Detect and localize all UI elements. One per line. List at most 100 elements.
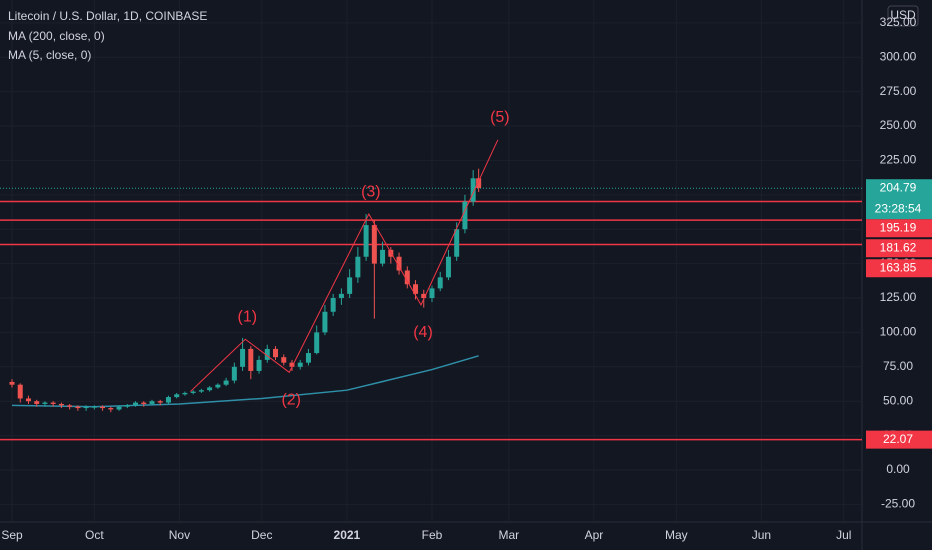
y-tick-label: 0.00 — [886, 462, 910, 476]
candle-body — [248, 348, 254, 371]
price-line-label-box — [866, 430, 932, 449]
x-tick-label: Jul — [836, 528, 851, 542]
candle-body — [437, 277, 443, 289]
current-price-label: 204.79 — [880, 180, 917, 194]
candle-body — [297, 362, 303, 367]
x-tick-label: Apr — [585, 528, 604, 542]
y-tick-label: 250.00 — [880, 118, 917, 132]
x-tick-label: Jun — [752, 528, 771, 542]
x-tick-label: Mar — [499, 528, 520, 542]
x-tick-label: Nov — [169, 528, 190, 542]
candle-body — [413, 284, 419, 294]
y-tick-label: 225.00 — [880, 153, 917, 167]
candle-body — [347, 277, 353, 294]
countdown-label: 23:28:54 — [875, 201, 922, 215]
x-tick-label: Sep — [1, 528, 23, 542]
candle-body — [429, 288, 435, 299]
candle-body — [380, 249, 386, 264]
y-tick-label: 50.00 — [883, 393, 913, 407]
candle-body — [256, 359, 262, 371]
price-line-label-box — [866, 239, 932, 258]
x-tick-label: Oct — [85, 528, 104, 542]
price-line-label-box — [866, 219, 932, 238]
wave-label: (1) — [238, 309, 258, 326]
candle-body — [330, 298, 336, 312]
current-price-box — [866, 179, 932, 220]
plot — [0, 139, 862, 441]
y-tick-label: 100.00 — [880, 325, 917, 339]
candle-body — [363, 225, 369, 257]
candle-body — [240, 348, 246, 367]
candle-body — [371, 225, 377, 264]
candle-body — [215, 384, 221, 388]
currency-label[interactable]: USD — [890, 8, 916, 22]
candle-body — [322, 311, 328, 333]
candle-body — [198, 390, 204, 392]
candle-body — [34, 401, 40, 404]
candle-body — [149, 401, 155, 404]
x-tick-label: Dec — [251, 528, 272, 542]
candle-body — [25, 398, 31, 402]
candle-body — [91, 406, 97, 408]
x-tick-label: May — [665, 528, 688, 542]
candle-body — [9, 381, 15, 385]
candle-body — [157, 401, 163, 403]
candle-body — [396, 256, 402, 271]
candle-body — [58, 403, 64, 406]
currency-box[interactable] — [887, 5, 919, 27]
candle-body — [67, 405, 73, 407]
candle-body — [281, 357, 287, 363]
y-tick-label: 125.00 — [880, 290, 917, 304]
y-tick-label: -25.00 — [881, 497, 915, 511]
candle-body — [445, 256, 451, 278]
x-tick-label: Feb — [422, 528, 443, 542]
candle-body — [75, 406, 81, 409]
y-tick-label: 325.00 — [880, 15, 917, 29]
candle-body — [124, 405, 130, 407]
candle-body — [462, 201, 468, 230]
wave-label: (5) — [490, 109, 510, 126]
candle-body — [305, 353, 311, 363]
y-tick-label: 275.00 — [880, 84, 917, 98]
candle-body — [338, 293, 344, 299]
candle-body — [174, 394, 180, 398]
candle-body — [141, 402, 147, 404]
candle-body — [231, 366, 237, 381]
indicator-label: MA (5, close, 0) — [8, 48, 91, 62]
candle-body — [207, 387, 213, 391]
candle-body — [17, 384, 23, 399]
candle-body — [42, 402, 48, 404]
chart-title: Litecoin / U.S. Dollar, 1D, COINBASE — [8, 9, 207, 23]
candle-body — [116, 406, 122, 410]
price-line-label: 195.19 — [880, 220, 917, 234]
candle-body — [470, 178, 476, 202]
candle-body — [421, 293, 427, 299]
x-tick-label: 2021 — [334, 528, 361, 542]
candle-body — [182, 392, 188, 395]
candle-body — [83, 406, 89, 409]
wave-label: (2) — [281, 392, 301, 409]
candle-body — [165, 397, 171, 403]
candle-body — [476, 178, 482, 188]
wave-label: (4) — [413, 324, 433, 341]
candle-body — [133, 402, 139, 406]
candle-body — [108, 408, 114, 410]
candle-body — [454, 229, 460, 257]
price-line-label: 22.07 — [883, 432, 913, 446]
indicator-label: MA (200, close, 0) — [8, 29, 105, 43]
candle-body — [355, 256, 361, 278]
wave-line — [190, 139, 499, 392]
y-tick-label: 75.00 — [883, 359, 913, 373]
candle-body — [404, 270, 410, 285]
candle-body — [100, 406, 106, 409]
candle-body — [289, 362, 295, 367]
candle-body — [273, 348, 279, 358]
candle-body — [314, 332, 320, 354]
candle-body — [50, 402, 56, 404]
candle-body — [190, 391, 196, 393]
candle-body — [264, 348, 270, 360]
wave-label: (3) — [361, 183, 381, 200]
candle-body — [223, 380, 229, 385]
